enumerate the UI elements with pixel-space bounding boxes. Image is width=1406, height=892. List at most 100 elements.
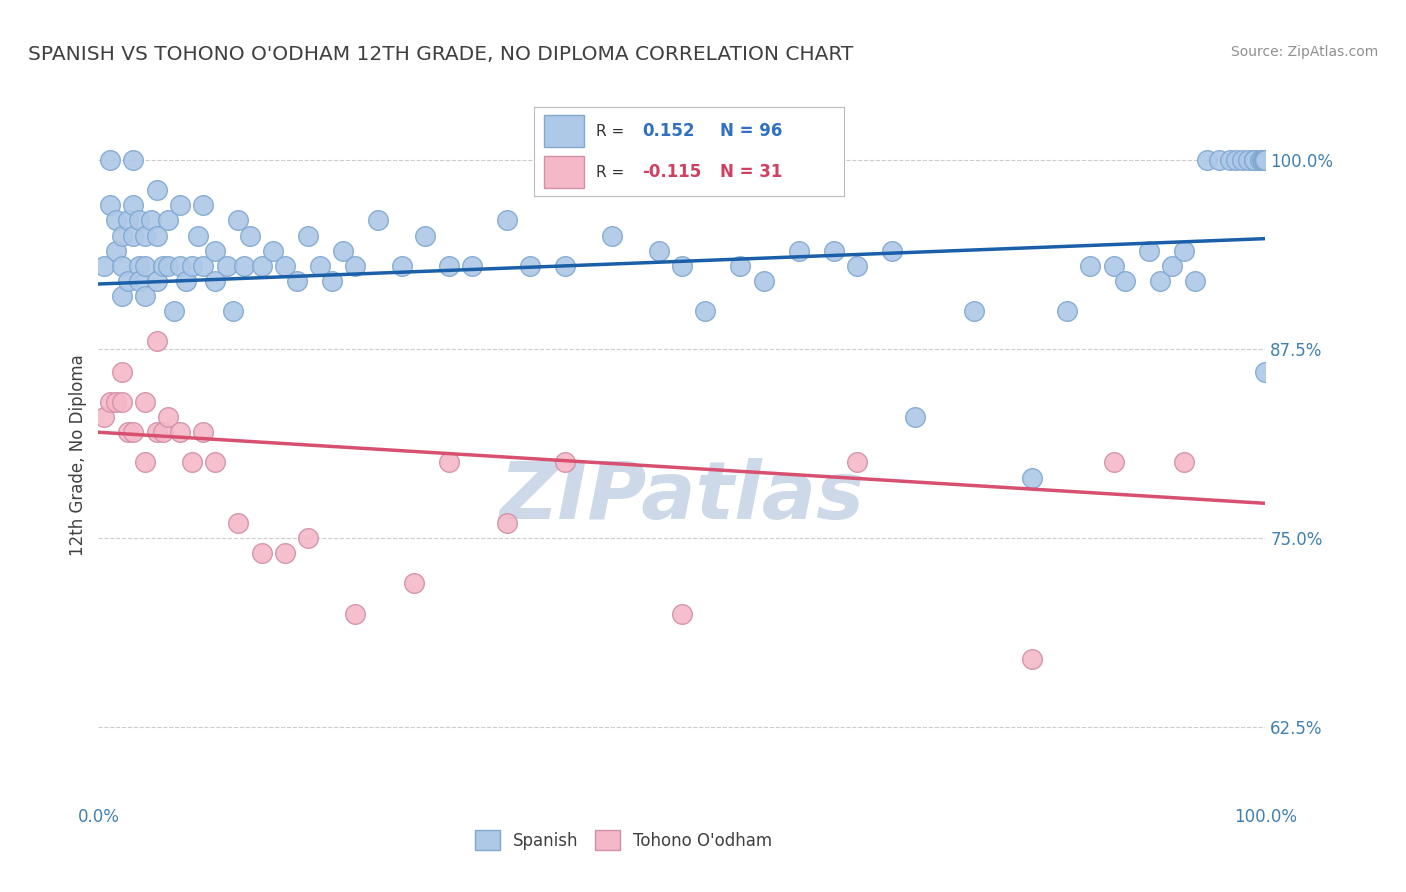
Point bbox=[134, 289, 156, 303]
Point bbox=[111, 259, 134, 273]
Point bbox=[752, 274, 775, 288]
Legend: Spanish, Tohono O'odham: Spanish, Tohono O'odham bbox=[468, 823, 779, 857]
Text: -0.115: -0.115 bbox=[643, 163, 702, 181]
Point bbox=[1254, 153, 1277, 167]
Point bbox=[274, 259, 297, 273]
Point bbox=[321, 274, 343, 288]
Text: R =: R = bbox=[596, 165, 624, 179]
Point bbox=[122, 228, 145, 243]
Point bbox=[332, 244, 354, 258]
Point bbox=[204, 274, 226, 288]
Point bbox=[823, 244, 845, 258]
Point bbox=[228, 213, 250, 227]
Point bbox=[134, 455, 156, 469]
Point bbox=[111, 228, 134, 243]
Text: R =: R = bbox=[596, 124, 624, 138]
Point bbox=[962, 304, 984, 318]
Point bbox=[519, 259, 541, 273]
Point bbox=[146, 274, 169, 288]
Point bbox=[122, 425, 145, 440]
Point bbox=[204, 455, 226, 469]
Point bbox=[98, 395, 121, 409]
Point bbox=[169, 259, 191, 273]
Point bbox=[157, 259, 180, 273]
Point bbox=[1021, 652, 1043, 666]
Point bbox=[111, 365, 134, 379]
Point bbox=[1161, 259, 1184, 273]
Point bbox=[1102, 259, 1125, 273]
Point bbox=[111, 289, 134, 303]
Point bbox=[413, 228, 436, 243]
Point bbox=[461, 259, 484, 273]
Point bbox=[117, 274, 139, 288]
Point bbox=[904, 410, 927, 425]
Text: Source: ZipAtlas.com: Source: ZipAtlas.com bbox=[1230, 45, 1378, 59]
Point bbox=[146, 334, 169, 349]
Point bbox=[344, 259, 367, 273]
Point bbox=[193, 425, 215, 440]
Point bbox=[122, 153, 145, 167]
Point bbox=[1237, 153, 1260, 167]
Point bbox=[146, 425, 169, 440]
Point bbox=[1137, 244, 1160, 258]
Point bbox=[93, 259, 115, 273]
Point bbox=[239, 228, 262, 243]
Point bbox=[402, 576, 425, 591]
Point bbox=[437, 455, 460, 469]
Point bbox=[880, 244, 903, 258]
Point bbox=[1243, 153, 1265, 167]
Point bbox=[250, 259, 273, 273]
Point bbox=[1230, 153, 1253, 167]
Point bbox=[671, 607, 693, 621]
Point bbox=[128, 213, 150, 227]
Point bbox=[117, 213, 139, 227]
Point bbox=[1114, 274, 1136, 288]
Point bbox=[134, 259, 156, 273]
Point bbox=[157, 410, 180, 425]
Point bbox=[204, 244, 226, 258]
Point bbox=[1225, 153, 1247, 167]
Point bbox=[1251, 153, 1274, 167]
Point bbox=[146, 228, 169, 243]
Point bbox=[104, 213, 127, 227]
Point bbox=[1251, 153, 1274, 167]
Point bbox=[846, 259, 869, 273]
Point bbox=[1243, 153, 1265, 167]
Point bbox=[152, 425, 174, 440]
Point bbox=[262, 244, 284, 258]
Point bbox=[554, 455, 576, 469]
Point bbox=[1021, 470, 1043, 484]
Point bbox=[228, 516, 250, 530]
Point bbox=[1253, 153, 1275, 167]
Point bbox=[1219, 153, 1241, 167]
Point bbox=[496, 213, 519, 227]
Point bbox=[1249, 153, 1271, 167]
FancyBboxPatch shape bbox=[544, 156, 583, 188]
Point bbox=[193, 198, 215, 212]
Point bbox=[285, 274, 308, 288]
Point bbox=[1254, 153, 1277, 167]
Point bbox=[134, 228, 156, 243]
Text: ZIPatlas: ZIPatlas bbox=[499, 458, 865, 536]
Point bbox=[1173, 455, 1195, 469]
Point bbox=[233, 259, 256, 273]
Point bbox=[1173, 244, 1195, 258]
Point bbox=[193, 259, 215, 273]
Point bbox=[98, 198, 121, 212]
Point bbox=[1056, 304, 1078, 318]
Point bbox=[93, 410, 115, 425]
Point bbox=[1080, 259, 1102, 273]
Point bbox=[122, 198, 145, 212]
Point bbox=[1184, 274, 1206, 288]
Point bbox=[496, 516, 519, 530]
Point bbox=[174, 274, 197, 288]
Point bbox=[163, 304, 186, 318]
Point bbox=[846, 455, 869, 469]
Point bbox=[157, 213, 180, 227]
Point bbox=[647, 244, 669, 258]
Point bbox=[274, 546, 297, 560]
Point bbox=[117, 425, 139, 440]
Point bbox=[309, 259, 332, 273]
Point bbox=[221, 304, 243, 318]
Text: SPANISH VS TOHONO O'ODHAM 12TH GRADE, NO DIPLOMA CORRELATION CHART: SPANISH VS TOHONO O'ODHAM 12TH GRADE, NO… bbox=[28, 45, 853, 63]
